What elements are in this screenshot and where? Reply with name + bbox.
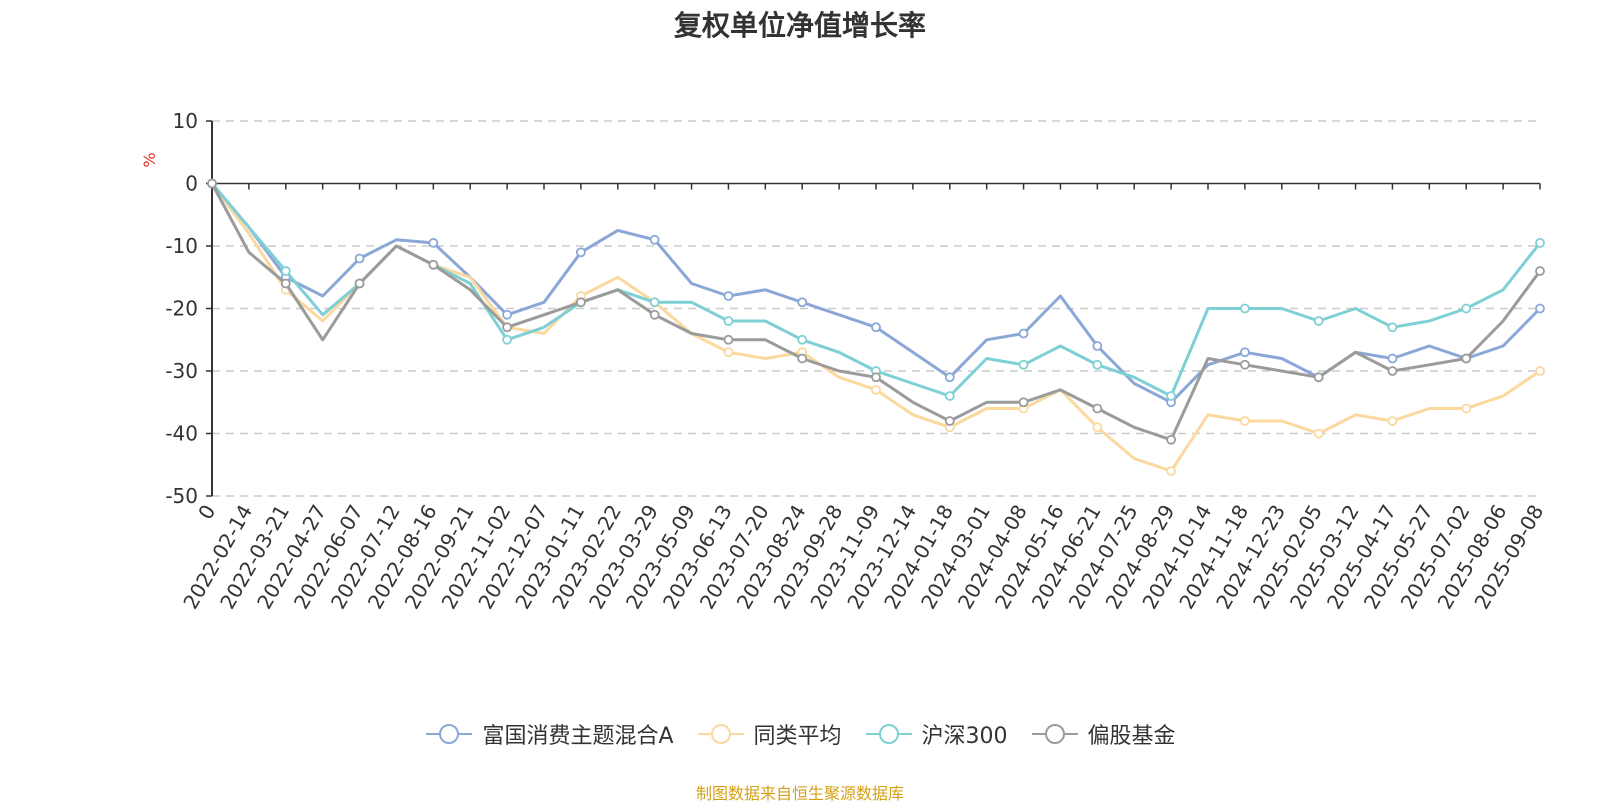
series-point bbox=[1387, 366, 1398, 376]
series-point bbox=[1535, 237, 1545, 248]
legend-item[interactable]: 沪深300 bbox=[864, 718, 1008, 750]
series-point bbox=[723, 334, 734, 345]
series-point bbox=[1166, 391, 1177, 401]
series-point bbox=[797, 297, 808, 308]
series-line bbox=[210, 182, 1542, 442]
legend-swatch-icon bbox=[1031, 724, 1078, 744]
legend-item[interactable]: 偏股基金 bbox=[1030, 718, 1176, 750]
series-point bbox=[1535, 266, 1545, 276]
series-point bbox=[1018, 359, 1029, 370]
legend-label: 同类平均 bbox=[753, 724, 842, 749]
series-point bbox=[649, 234, 660, 245]
series-point bbox=[1092, 359, 1103, 370]
series-point bbox=[1387, 322, 1398, 333]
series-point bbox=[354, 278, 365, 289]
series-point bbox=[1461, 403, 1472, 414]
series-point bbox=[354, 253, 365, 264]
grid-layer bbox=[212, 120, 1540, 497]
series-point bbox=[723, 316, 734, 326]
series-point bbox=[944, 372, 955, 383]
series-point bbox=[871, 322, 881, 333]
series-point bbox=[944, 416, 955, 426]
y-axis-unit-label: % bbox=[140, 152, 159, 167]
y-tick-label: 10 bbox=[173, 109, 198, 133]
legend-swatch-icon bbox=[426, 724, 473, 744]
legend-label: 富国消费主题混合A bbox=[482, 724, 674, 749]
series-point bbox=[1461, 353, 1472, 364]
legend-item[interactable]: 同类平均 bbox=[696, 718, 842, 750]
legend-item[interactable]: 富国消费主题混合A bbox=[424, 718, 674, 750]
series-point bbox=[797, 334, 808, 345]
series-point bbox=[1239, 347, 1250, 358]
y-tick-label: -40 bbox=[165, 422, 198, 446]
series-point bbox=[649, 309, 660, 320]
chart-title: 复权单位净值增长率 bbox=[673, 9, 926, 42]
series-point bbox=[207, 178, 217, 189]
series-point bbox=[502, 322, 513, 333]
series-point bbox=[1018, 328, 1029, 339]
legend: 富国消费主题混合A 同类平均 沪深300 偏股基金 bbox=[0, 718, 1600, 750]
source-note: 制图数据来自恒生聚源数据库 bbox=[695, 784, 904, 803]
series-point bbox=[428, 259, 439, 270]
legend-swatch-icon bbox=[865, 724, 912, 744]
series-point bbox=[1239, 359, 1250, 370]
series-point bbox=[575, 247, 586, 258]
series-point bbox=[1092, 422, 1103, 433]
series-point bbox=[1166, 466, 1177, 476]
series-point bbox=[1313, 428, 1324, 439]
series-point bbox=[871, 372, 881, 383]
y-tick-label: 0 bbox=[185, 172, 198, 196]
legend-label: 偏股基金 bbox=[1087, 724, 1176, 749]
series-point bbox=[1387, 353, 1398, 364]
series-point bbox=[502, 334, 513, 345]
x-tick-label: 0 bbox=[193, 501, 220, 524]
series-point bbox=[871, 384, 881, 395]
series-point bbox=[1092, 403, 1103, 414]
series-point bbox=[502, 309, 513, 320]
series-point bbox=[428, 237, 439, 248]
series-point bbox=[944, 391, 955, 401]
series-point bbox=[575, 297, 586, 308]
series-point bbox=[1313, 372, 1324, 383]
y-tick-label: -20 bbox=[165, 297, 198, 321]
series-point bbox=[1313, 316, 1324, 326]
legend-swatch-icon bbox=[697, 724, 744, 744]
series-point bbox=[723, 291, 734, 301]
series-point bbox=[1535, 303, 1545, 314]
series-point bbox=[1535, 366, 1545, 376]
series-point bbox=[1092, 341, 1103, 351]
y-tick-label: -10 bbox=[165, 234, 198, 258]
series-point bbox=[1387, 416, 1398, 426]
series-point bbox=[1166, 434, 1177, 445]
series-point bbox=[1018, 397, 1029, 408]
series-point bbox=[1239, 416, 1250, 426]
y-tick-label: -30 bbox=[165, 359, 198, 383]
series-layer bbox=[207, 178, 1545, 476]
series-point bbox=[1461, 303, 1472, 314]
series-point bbox=[797, 353, 808, 364]
series-point bbox=[280, 278, 291, 289]
y-tick-label: -50 bbox=[165, 484, 198, 508]
legend-label: 沪深300 bbox=[921, 724, 1008, 749]
series-point bbox=[723, 347, 734, 358]
series-point bbox=[1239, 303, 1250, 314]
series-point bbox=[649, 297, 660, 308]
series-point bbox=[280, 266, 291, 276]
